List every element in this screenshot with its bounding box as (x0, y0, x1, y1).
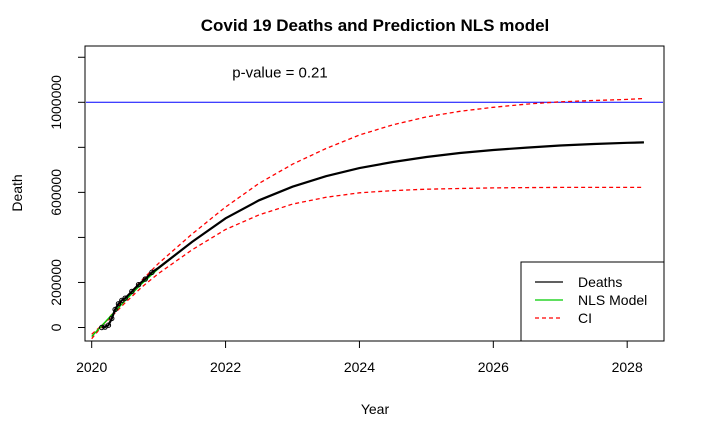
chart-title: Covid 19 Deaths and Prediction NLS model (201, 16, 550, 35)
legend: Deaths NLS Model CI (520, 261, 665, 342)
x-tick-label: 2024 (344, 359, 375, 375)
series-line-deaths (101, 141, 644, 329)
y-tick-label: 200000 (48, 259, 64, 306)
legend-label: NLS Model (578, 292, 647, 308)
y-tick-label: 0 (48, 323, 64, 331)
death-point (105, 322, 112, 328)
death-point (99, 324, 105, 331)
death-point (129, 288, 135, 295)
death-point (115, 301, 122, 307)
death-point (122, 295, 128, 301)
series-line-ci-lower (91, 186, 644, 335)
x-tick-label: 2028 (612, 359, 643, 375)
series-line-ci (91, 97, 644, 340)
legend-box (520, 261, 665, 342)
death-point (149, 269, 155, 276)
death-point (109, 315, 115, 322)
y-tick-label: 1000000 (48, 75, 64, 130)
death-point (135, 282, 142, 288)
death-point (112, 306, 118, 313)
x-tick-label: 2022 (210, 359, 241, 375)
death-point (142, 276, 148, 282)
p-value-annotation: p-value = 0.21 (232, 65, 328, 82)
legend-label: Deaths (578, 274, 622, 290)
y-axis-label: Death (9, 174, 25, 211)
x-tick-label: 2026 (478, 359, 509, 375)
x-tick-label: 2020 (76, 359, 107, 375)
y-tick-label: 600000 (48, 169, 64, 216)
legend-label: CI (578, 310, 592, 326)
x-axis-label: Year (361, 401, 390, 417)
